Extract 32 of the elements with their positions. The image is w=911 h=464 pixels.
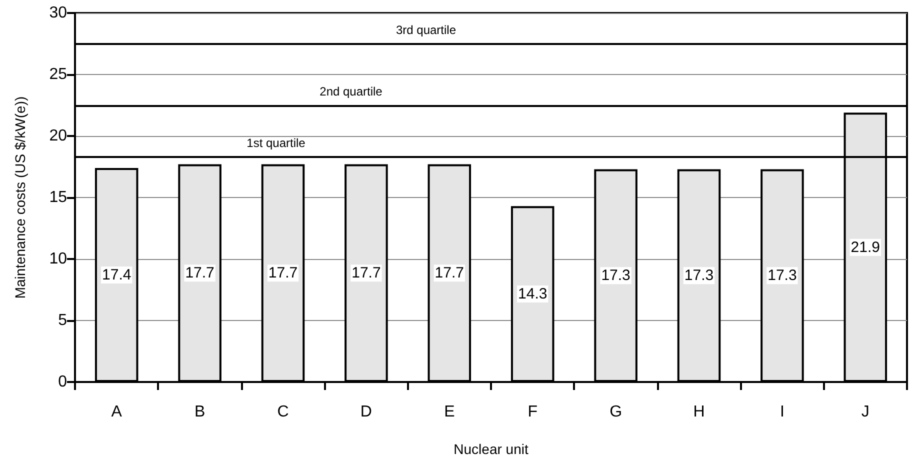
data-label: 17.3	[601, 267, 630, 284]
y-tick-label: 0	[58, 374, 68, 390]
x-tick-label: J	[861, 404, 870, 420]
x-tick-label: A	[111, 404, 122, 420]
y-tick-label: 10	[49, 250, 68, 268]
y-tick-label: 5	[58, 312, 68, 329]
data-label: 17.3	[684, 267, 714, 284]
y-tick-label: 15	[49, 189, 68, 206]
x-axis-title: Nuclear unit	[454, 441, 528, 457]
data-label: 14.3	[518, 286, 548, 303]
x-tick-label: E	[444, 404, 455, 420]
x-tick-label: D	[360, 404, 372, 420]
data-label: 17.7	[185, 264, 214, 282]
data-label: 17.7	[352, 264, 381, 282]
x-tick-label: I	[780, 404, 784, 420]
ref-line-label: 2nd quartile	[320, 84, 383, 98]
data-label: 17.4	[102, 266, 132, 284]
y-tick-label: 30	[49, 4, 68, 22]
x-tick-label: G	[610, 404, 622, 420]
x-tick-label: F	[528, 404, 538, 420]
data-label: 17.3	[768, 267, 797, 284]
y-tick-label: 25	[49, 66, 68, 83]
data-label: 21.9	[850, 238, 880, 256]
data-label: 17.7	[268, 264, 298, 282]
ref-line-label: 1st quartile	[246, 136, 306, 150]
y-tick-label: 20	[49, 128, 68, 144]
data-label: 17.7	[434, 264, 464, 282]
x-tick-label: H	[693, 404, 705, 420]
y-axis-title: Maintenance costs (US $/kW(e))	[12, 96, 28, 299]
x-tick-label: C	[277, 404, 289, 420]
ref-line-label: 3rd quartile	[396, 22, 456, 37]
x-tick-label: B	[194, 404, 206, 420]
